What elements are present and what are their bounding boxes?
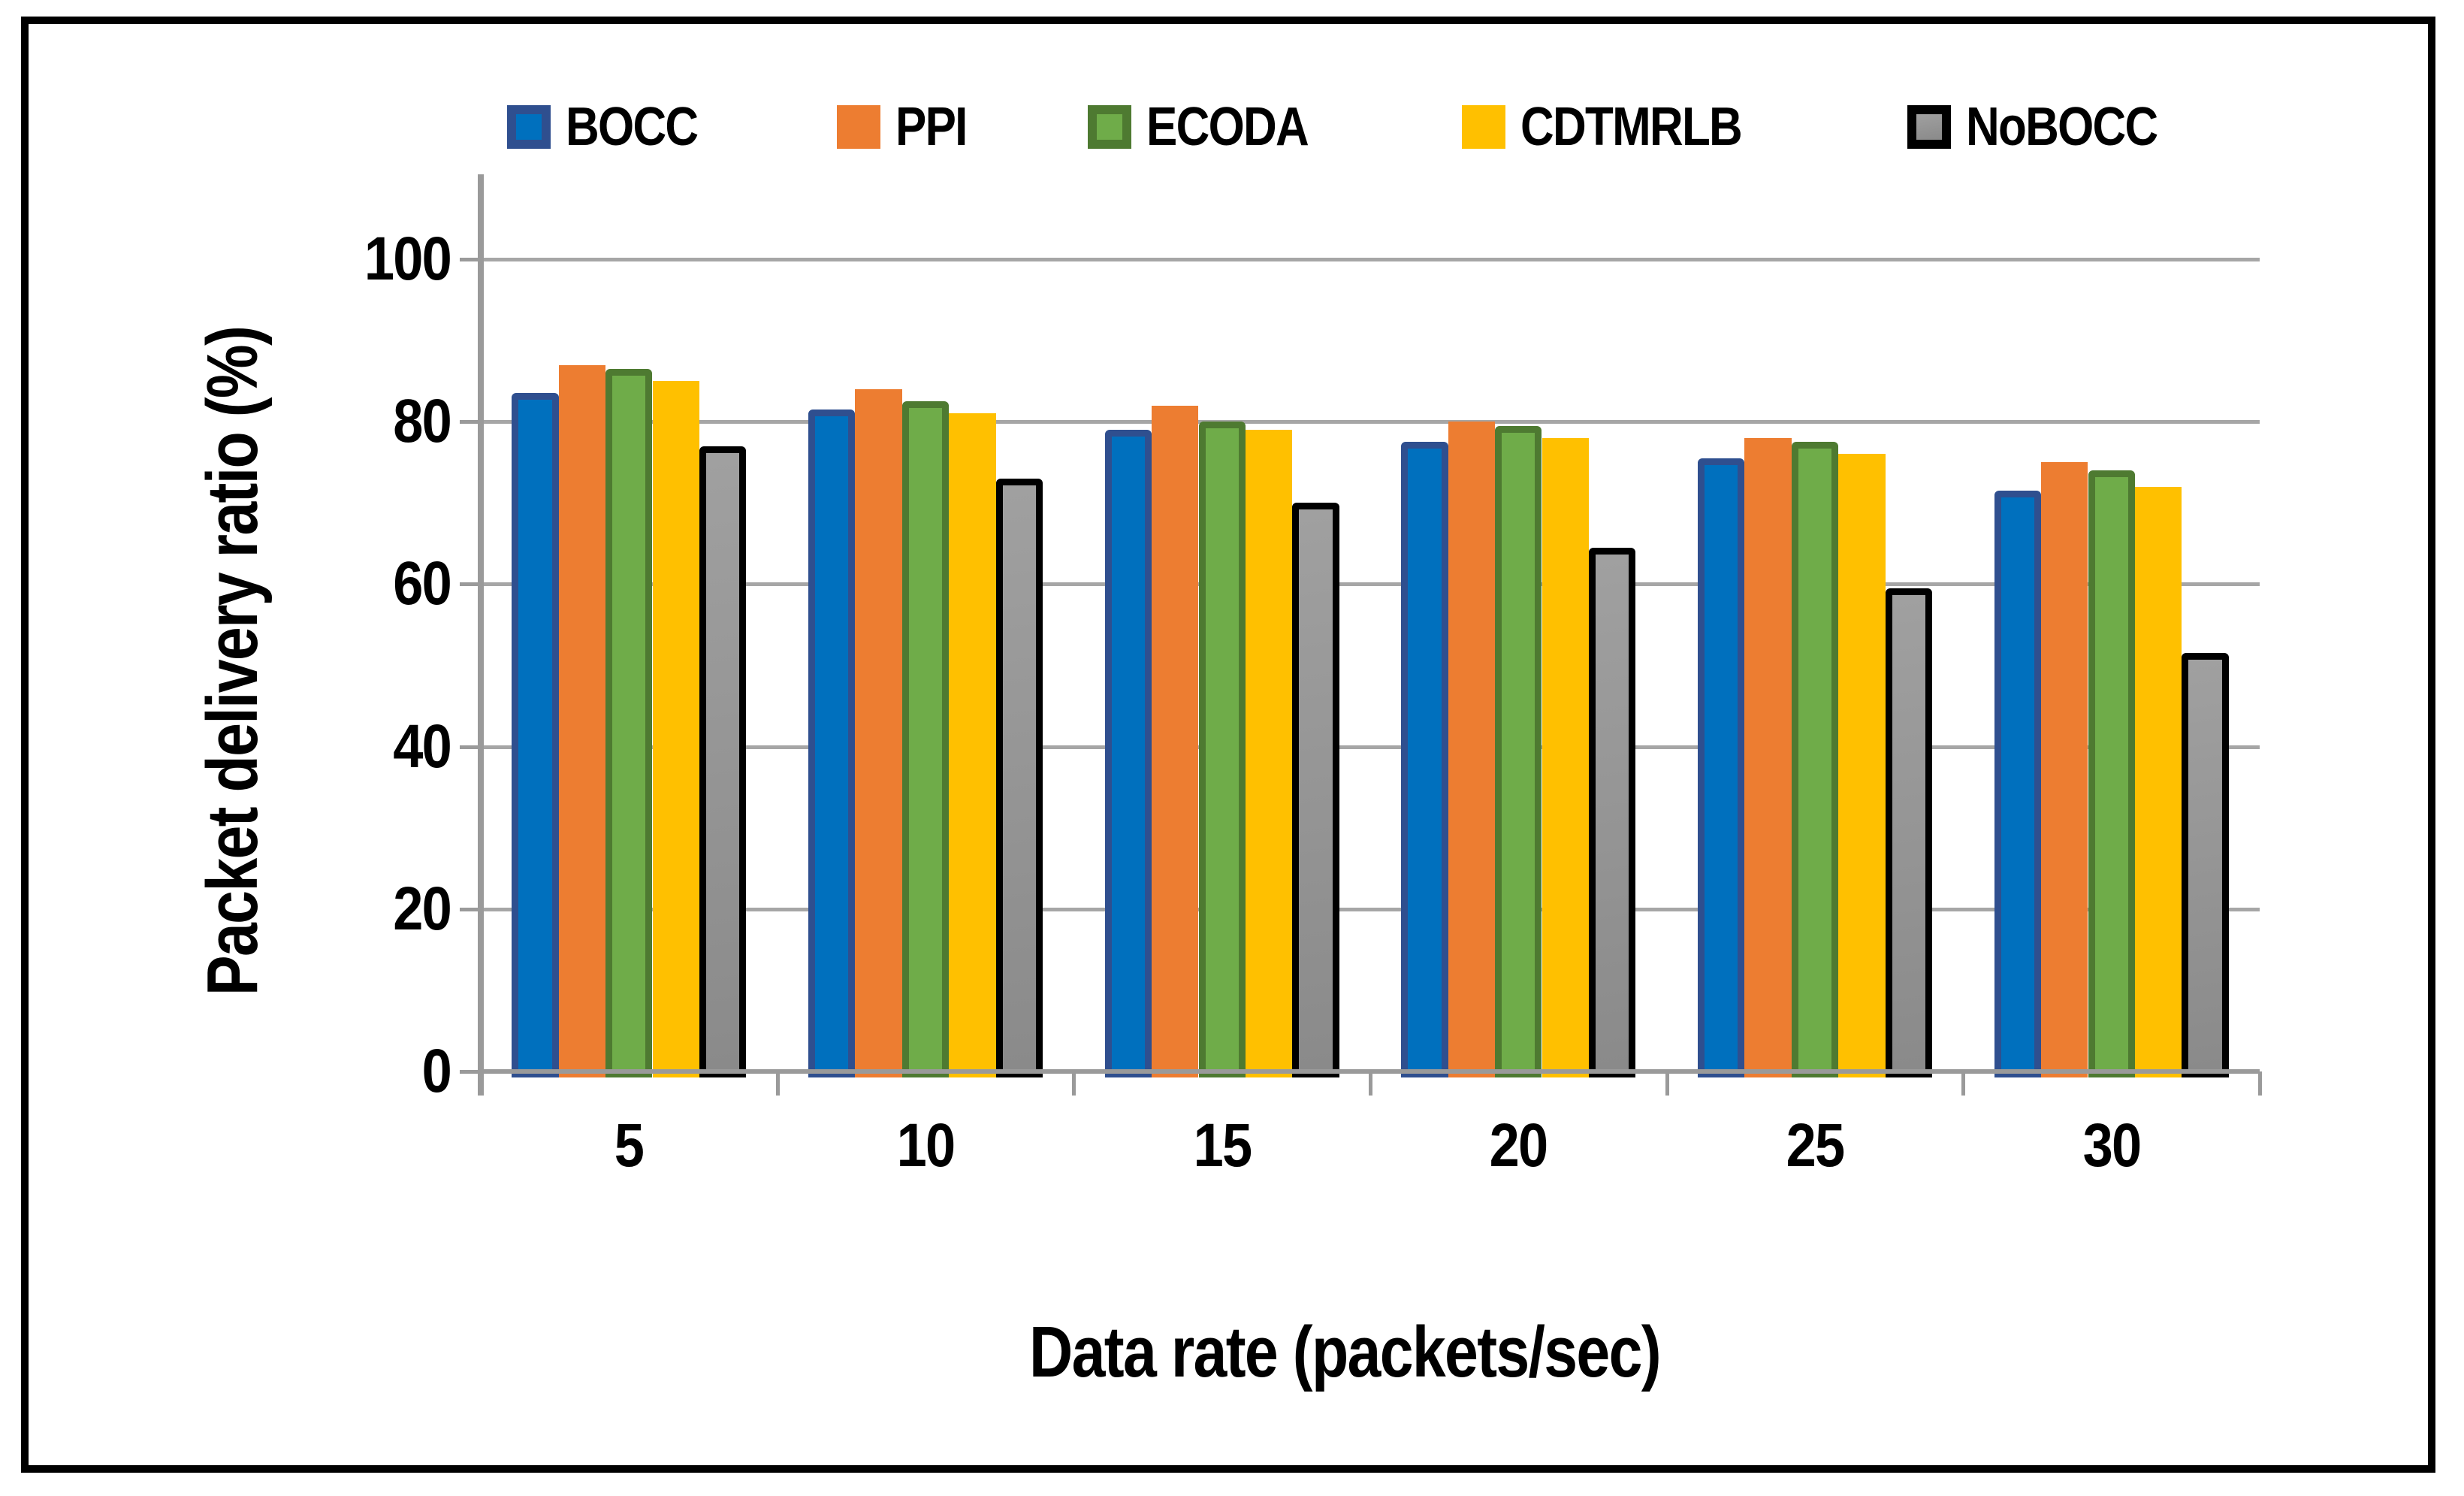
x-tick-4 xyxy=(1665,1071,1669,1096)
legend-swatch-BOCC xyxy=(507,105,551,149)
bar-CDTMRLB-x30 xyxy=(2134,486,2182,1077)
legend-swatch-CDTMRLB xyxy=(1462,105,1505,149)
bar-PPI-x5 xyxy=(558,364,606,1077)
x-tick-label-20: 20 xyxy=(1489,1111,1549,1180)
y-tick-100 xyxy=(460,258,481,261)
legend-swatch-NoBOCC xyxy=(1907,105,1951,149)
x-axis-title: Data rate (packets/sec) xyxy=(1029,1312,1662,1392)
bar-PPI-x15 xyxy=(1152,405,1199,1077)
gridline-y100 xyxy=(481,258,2260,261)
x-tick-label-15: 15 xyxy=(1193,1111,1252,1180)
bar-BOCC-x25 xyxy=(1698,458,1745,1077)
bar-BOCC-x5 xyxy=(512,393,559,1077)
y-tick-0 xyxy=(460,1070,481,1074)
x-tick-1 xyxy=(775,1071,780,1096)
legend-label-NoBOCC: NoBOCC xyxy=(1966,97,2158,157)
x-tick-label-10: 10 xyxy=(896,1111,956,1180)
bar-NoBOCC-x5 xyxy=(699,446,747,1077)
bar-CDTMRLB-x10 xyxy=(949,413,996,1077)
gridline-y20 xyxy=(481,907,2260,911)
x-tick-3 xyxy=(1369,1071,1372,1096)
gridline-y40 xyxy=(481,745,2260,749)
y-tick-label-80: 80 xyxy=(393,387,452,456)
y-axis-line xyxy=(478,174,484,1096)
bar-NoBOCC-x15 xyxy=(1292,503,1339,1077)
x-tick-6 xyxy=(2258,1071,2262,1096)
x-tick-5 xyxy=(1961,1071,1966,1096)
legend-swatch-PPI xyxy=(837,105,880,149)
bar-NoBOCC-x25 xyxy=(1885,588,1932,1077)
x-tick-0 xyxy=(479,1071,483,1096)
bar-ECODA-x30 xyxy=(2088,470,2135,1077)
bar-ECODA-x15 xyxy=(1198,422,1246,1077)
bar-CDTMRLB-x5 xyxy=(652,381,699,1077)
bar-CDTMRLB-x20 xyxy=(1542,437,1589,1077)
bar-CDTMRLB-x15 xyxy=(1245,430,1293,1077)
bar-NoBOCC-x20 xyxy=(1588,547,1636,1077)
bar-BOCC-x20 xyxy=(1401,442,1448,1077)
bar-ECODA-x25 xyxy=(1791,442,1839,1077)
y-tick-label-100: 100 xyxy=(364,225,452,293)
bar-BOCC-x15 xyxy=(1104,430,1152,1077)
x-tick-label-25: 25 xyxy=(1786,1111,1846,1180)
y-tick-80 xyxy=(460,420,481,425)
x-tick-label-30: 30 xyxy=(2082,1111,2142,1180)
gridline-y60 xyxy=(481,582,2260,587)
y-axis-title: Packet delivery ratio (%) xyxy=(192,326,273,996)
bar-PPI-x10 xyxy=(855,389,902,1077)
legend-label-CDTMRLB: CDTMRLB xyxy=(1520,97,1743,157)
y-tick-40 xyxy=(460,745,481,749)
bar-NoBOCC-x30 xyxy=(2182,653,2229,1077)
legend-label-BOCC: BOCC xyxy=(566,97,699,157)
y-tick-20 xyxy=(460,907,481,911)
bar-ECODA-x10 xyxy=(901,401,950,1077)
legend-label-PPI: PPI xyxy=(895,97,968,157)
y-tick-60 xyxy=(460,582,481,587)
bar-BOCC-x30 xyxy=(1994,491,2042,1077)
y-tick-label-20: 20 xyxy=(393,874,452,943)
gridline-y80 xyxy=(481,420,2260,425)
bar-PPI-x30 xyxy=(2041,462,2088,1078)
x-tick-label-5: 5 xyxy=(614,1111,645,1180)
bar-BOCC-x10 xyxy=(808,410,856,1077)
legend-label-ECODA: ECODA xyxy=(1146,97,1309,157)
chart-frame xyxy=(21,17,2435,1473)
bar-CDTMRLB-x25 xyxy=(1838,454,1886,1077)
legend-swatch-ECODA xyxy=(1088,105,1131,149)
bar-ECODA-x5 xyxy=(605,368,653,1077)
bar-ECODA-x20 xyxy=(1495,425,1542,1077)
bar-PPI-x25 xyxy=(1744,437,1792,1077)
y-tick-label-40: 40 xyxy=(393,712,452,781)
x-tick-2 xyxy=(1072,1071,1076,1096)
bar-NoBOCC-x10 xyxy=(995,478,1043,1077)
y-tick-label-0: 0 xyxy=(421,1037,452,1105)
bar-PPI-x20 xyxy=(1448,422,1496,1077)
y-tick-label-60: 60 xyxy=(393,549,452,618)
